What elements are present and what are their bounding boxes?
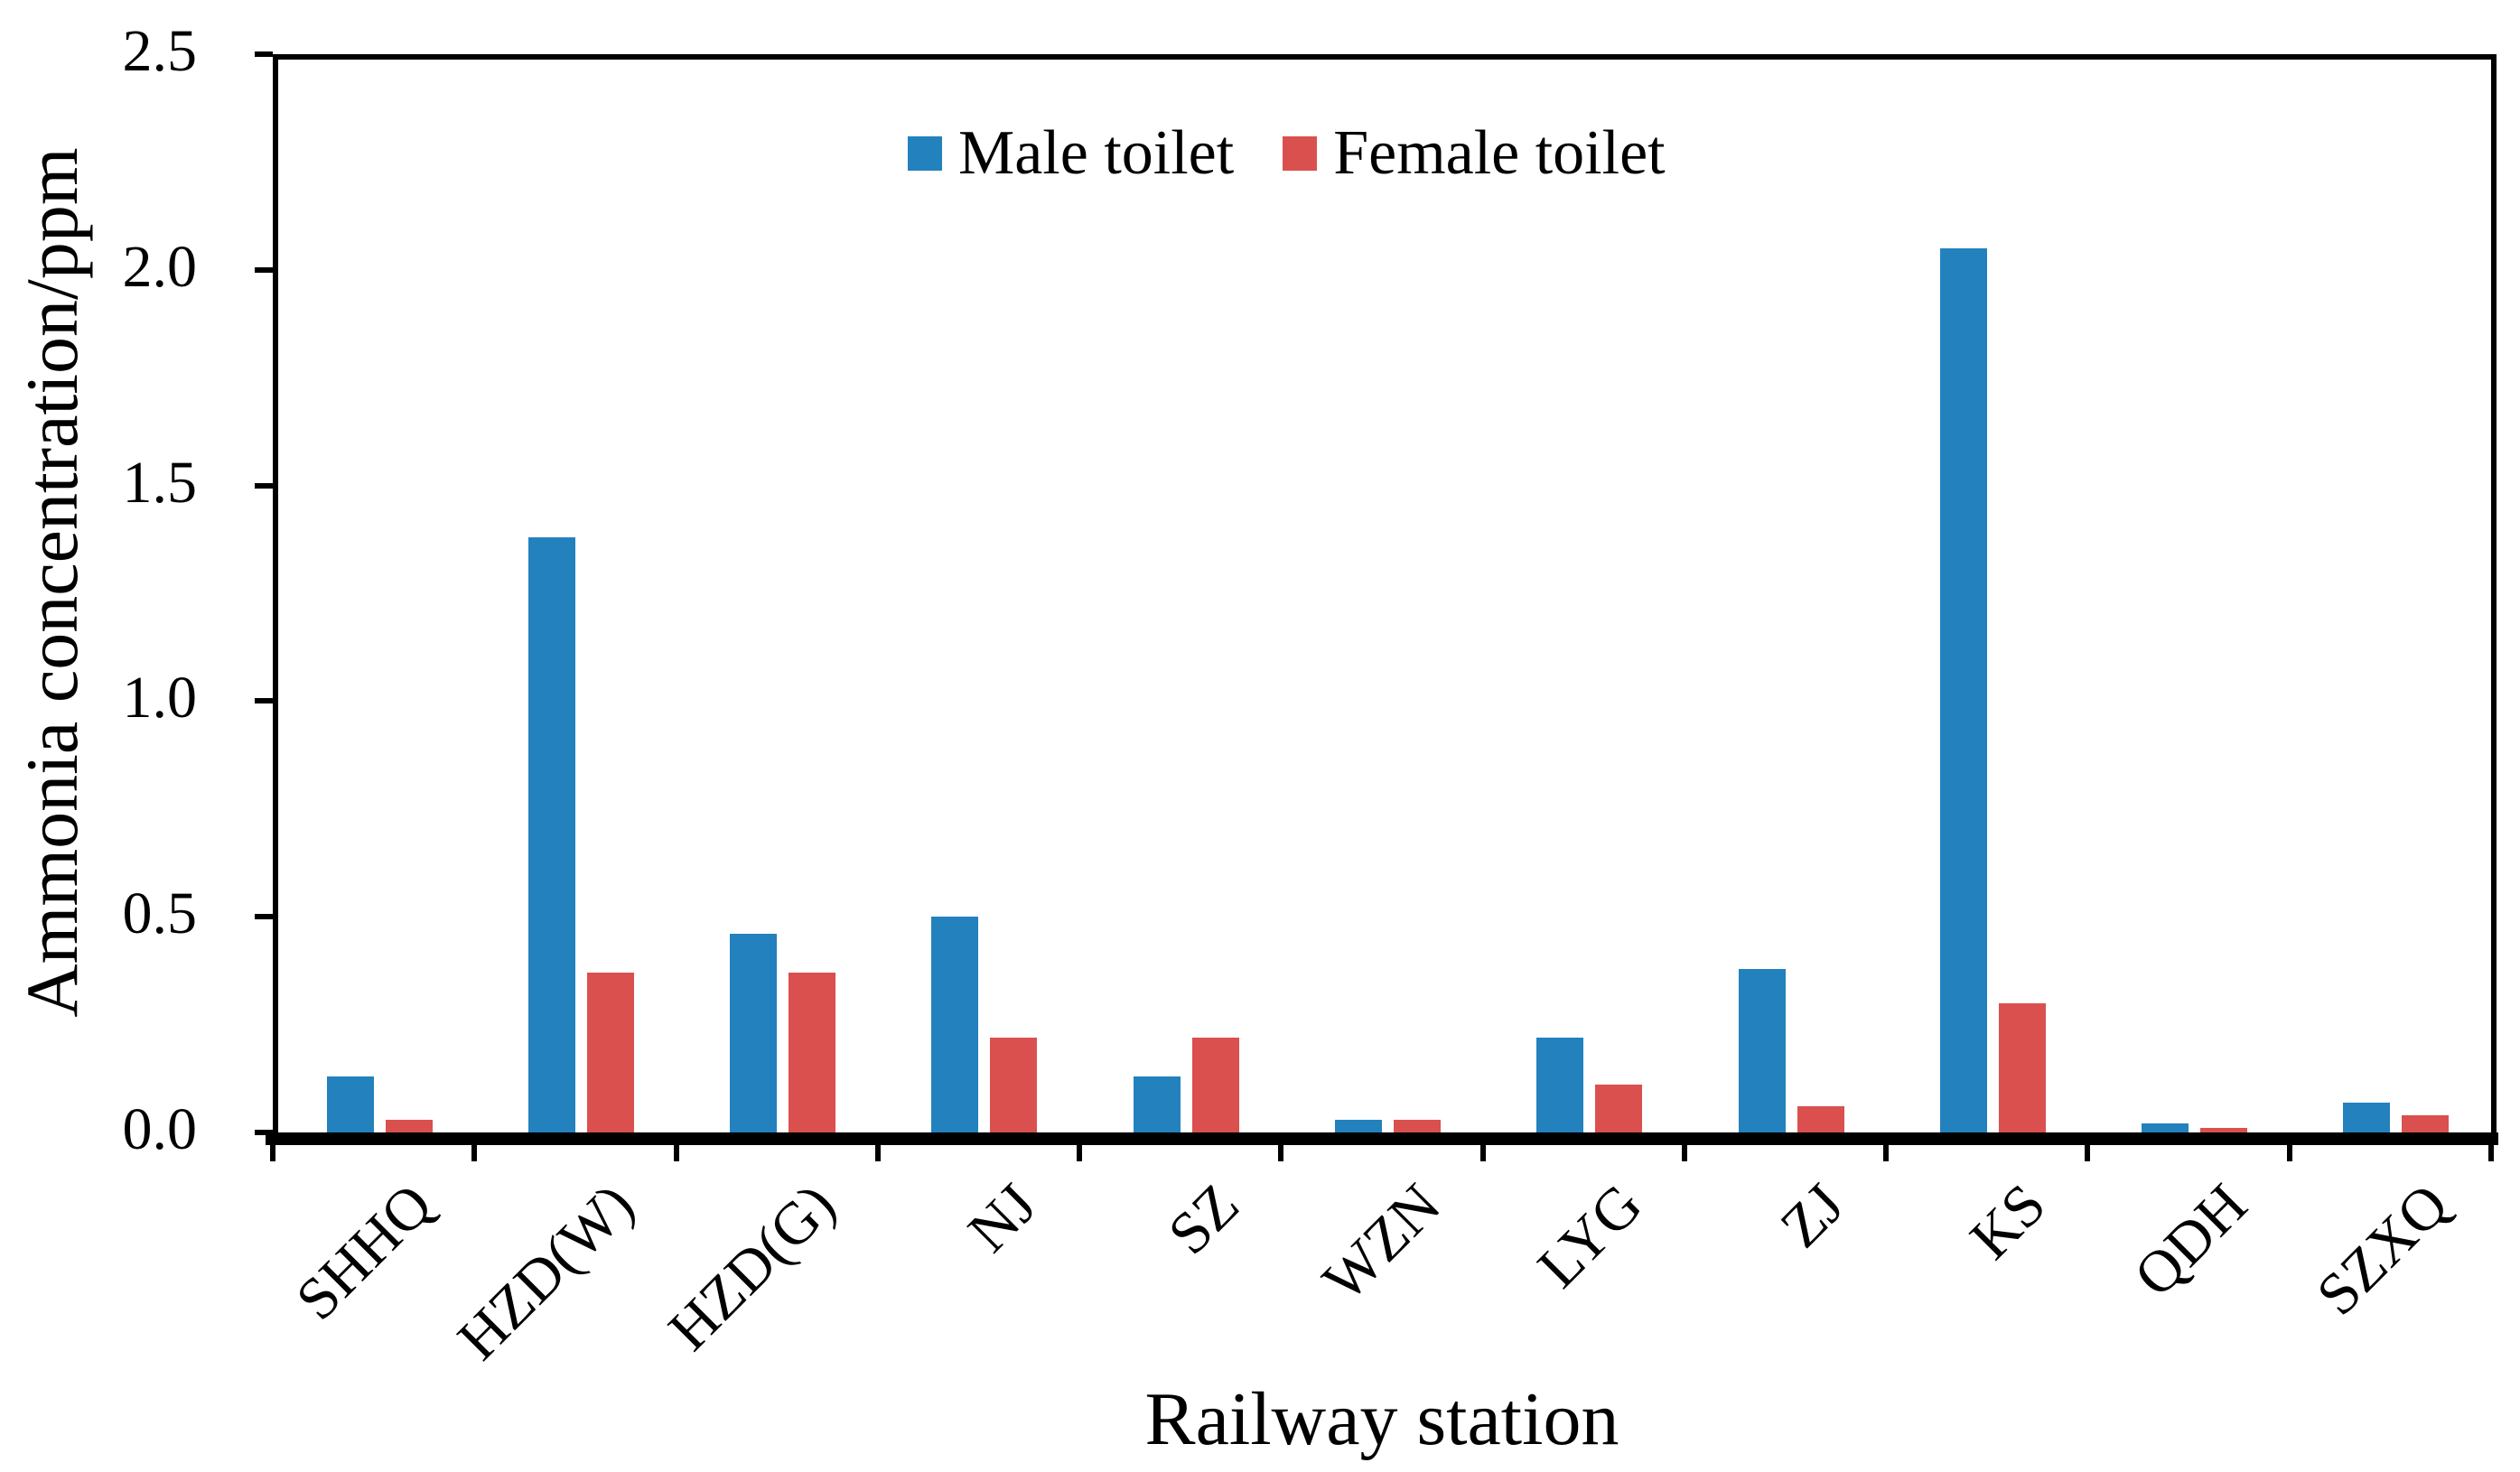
male-legend-swatch-icon bbox=[908, 136, 942, 171]
x-tick-label-WZN: WZN bbox=[1310, 1171, 1453, 1315]
x-tick-label-SZXQ: SZXQ bbox=[2304, 1171, 2462, 1328]
x-tick-label-KS: KS bbox=[1957, 1171, 2058, 1272]
bar-female-LYG bbox=[1595, 1085, 1643, 1132]
y-tick-mark bbox=[255, 51, 273, 57]
x-tick-mark bbox=[270, 1145, 275, 1161]
bar-male-LYG bbox=[1536, 1038, 1584, 1132]
legend: Male toilet Female toilet bbox=[908, 119, 1666, 188]
x-tick-mark bbox=[471, 1145, 478, 1161]
y-tick-label: 1.0 bbox=[122, 665, 198, 731]
y-tick-label: 2.5 bbox=[122, 18, 198, 84]
bar-male-SHHQ bbox=[326, 1076, 374, 1132]
x-tick-label-SHHQ: SHHQ bbox=[283, 1171, 445, 1333]
x-tick-label-ZJ: ZJ bbox=[1768, 1171, 1857, 1261]
female-legend-swatch-icon bbox=[1283, 136, 1318, 171]
x-tick-label-NJ: NJ bbox=[956, 1171, 1050, 1265]
x-tick-label-QDH: QDH bbox=[2122, 1171, 2260, 1309]
x-tick-mark bbox=[1077, 1145, 1083, 1161]
x-tick-mark bbox=[1883, 1145, 1890, 1161]
x-axis-line bbox=[266, 1132, 2498, 1145]
bar-female-NJ bbox=[990, 1038, 1038, 1132]
x-tick-mark bbox=[673, 1145, 679, 1161]
x-tick-label-HZD(W): HZD(W) bbox=[445, 1171, 647, 1373]
x-tick-mark bbox=[874, 1145, 881, 1161]
y-tick-mark bbox=[255, 914, 273, 920]
x-tick-mark bbox=[2286, 1145, 2292, 1161]
bar-male-ZJ bbox=[1738, 969, 1786, 1132]
x-axis-title: Railway station bbox=[1144, 1377, 1619, 1461]
y-tick-mark bbox=[255, 1130, 273, 1135]
x-tick-mark bbox=[1479, 1145, 1486, 1161]
legend-item-female: Female toilet bbox=[1283, 118, 1666, 188]
bar-male-WZN bbox=[1334, 1120, 1382, 1132]
x-tick-label-HZD(G): HZD(G) bbox=[656, 1171, 848, 1364]
bar-male-HZD(G) bbox=[730, 934, 778, 1132]
legend-item-male: Male toilet bbox=[908, 119, 1234, 188]
bar-male-KS bbox=[1939, 248, 1987, 1132]
y-tick-mark bbox=[255, 698, 273, 704]
bar-male-QDH bbox=[2142, 1123, 2189, 1132]
plot-border-left bbox=[273, 54, 278, 1132]
x-tick-mark bbox=[2487, 1145, 2494, 1161]
y-axis-title: Ammonia concentration/ppm bbox=[11, 147, 93, 1018]
y-tick-mark bbox=[255, 482, 273, 489]
y-tick-mark bbox=[255, 266, 273, 273]
x-tick-label-SZ: SZ bbox=[1155, 1171, 1252, 1268]
bar-female-QDH bbox=[2200, 1128, 2248, 1132]
bar-female-HZD(W) bbox=[586, 973, 634, 1132]
plot-border-right bbox=[2491, 54, 2497, 1132]
bar-male-HZD(W) bbox=[527, 537, 575, 1132]
y-tick-label: 0.0 bbox=[122, 1096, 198, 1162]
bar-male-SZXQ bbox=[2343, 1103, 2391, 1132]
bar-female-KS bbox=[1998, 1003, 2046, 1132]
bar-female-ZJ bbox=[1797, 1106, 1844, 1132]
bar-female-SZ bbox=[1191, 1038, 1239, 1132]
legend-label: Male toilet bbox=[958, 118, 1235, 188]
x-tick-mark bbox=[1278, 1145, 1284, 1161]
bar-male-NJ bbox=[931, 917, 979, 1132]
y-tick-label: 1.5 bbox=[122, 449, 198, 516]
y-tick-label: 0.5 bbox=[122, 880, 198, 947]
bar-male-SZ bbox=[1133, 1076, 1181, 1132]
bar-female-SZXQ bbox=[2402, 1115, 2450, 1132]
bar-female-WZN bbox=[1393, 1120, 1441, 1132]
x-tick-label-LYG: LYG bbox=[1526, 1171, 1656, 1301]
bar-female-SHHQ bbox=[385, 1120, 433, 1132]
x-tick-mark bbox=[2085, 1145, 2091, 1161]
y-tick-label: 2.0 bbox=[122, 233, 198, 300]
bar-female-HZD(G) bbox=[789, 973, 836, 1132]
legend-label: Female toilet bbox=[1333, 118, 1666, 188]
x-tick-mark bbox=[1681, 1145, 1687, 1161]
plot-border-top bbox=[273, 54, 2497, 60]
